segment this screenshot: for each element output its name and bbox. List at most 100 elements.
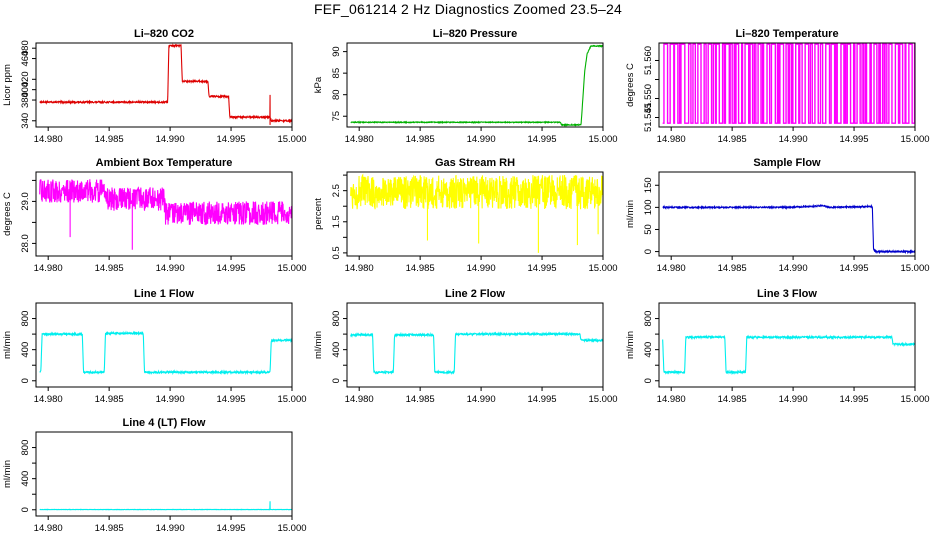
x-tick-label: 14.995 bbox=[528, 263, 557, 274]
plot-title: Ambient Box Temperature bbox=[96, 157, 233, 169]
y-tick-label: 0 bbox=[20, 507, 31, 512]
y-axis-label: kPa bbox=[313, 76, 324, 93]
y-tick-label: 2.5 bbox=[331, 184, 342, 197]
y-axis-label: ml/min bbox=[2, 331, 13, 359]
y-tick-label: 150 bbox=[643, 177, 654, 193]
x-tick-label: 14.985 bbox=[95, 394, 124, 405]
x-tick-label: 14.990 bbox=[467, 394, 496, 405]
y-axis-label: degrees C bbox=[2, 192, 13, 236]
y-axis-label: degrees C bbox=[625, 63, 636, 107]
y-tick-label: 400 bbox=[20, 342, 31, 358]
x-tick-label: 14.985 bbox=[406, 394, 435, 405]
series-line bbox=[39, 501, 292, 511]
y-tick-label: 380 bbox=[20, 92, 31, 108]
y-tick-label: 800 bbox=[20, 311, 31, 327]
y-tick-label: 400 bbox=[331, 342, 342, 358]
panel-3: Li–820 Temperature 14.980 14.985 14.990 14.9… bbox=[625, 28, 930, 145]
plot-frame bbox=[35, 171, 293, 257]
y-axis-label: percent bbox=[313, 198, 324, 230]
panel-7: Line 1 Flow 14.980 14.985 14.990 14.995 15.00… bbox=[2, 288, 307, 405]
x-tick-label: 14.980 bbox=[345, 394, 374, 405]
y-tick-label: 400 bbox=[643, 342, 654, 358]
y-axis-label: ml/min bbox=[625, 200, 636, 228]
series-line bbox=[39, 179, 292, 250]
x-tick-label: 14.980 bbox=[34, 134, 63, 145]
y-tick-label: 800 bbox=[643, 311, 654, 327]
x-tick-label: 14.980 bbox=[657, 394, 686, 405]
y-tick-label: 400 bbox=[20, 82, 31, 98]
y-tick-label: 90 bbox=[331, 46, 342, 57]
series-line bbox=[39, 43, 292, 125]
y-tick-label: 51.550 bbox=[643, 84, 654, 113]
plot-frame bbox=[658, 302, 916, 388]
y-tick-label: 50 bbox=[643, 224, 654, 235]
plot-title: Li–820 Pressure bbox=[433, 28, 517, 40]
plot-frame bbox=[346, 171, 604, 257]
panel-9: Line 3 Flow 14.980 14.985 14.990 14.995 15.00… bbox=[625, 288, 930, 405]
x-tick-label: 14.980 bbox=[345, 263, 374, 274]
plot-title: Gas Stream RH bbox=[435, 157, 515, 169]
x-tick-label: 14.985 bbox=[406, 134, 435, 145]
y-tick-label: 75 bbox=[331, 111, 342, 122]
y-tick-label: 80 bbox=[331, 89, 342, 100]
series-line bbox=[662, 203, 915, 255]
plot-title: Line 2 Flow bbox=[445, 288, 505, 300]
x-tick-label: 14.990 bbox=[156, 394, 185, 405]
x-tick-label: 14.980 bbox=[34, 394, 63, 405]
x-tick-label: 14.995 bbox=[840, 263, 869, 274]
x-tick-label: 14.995 bbox=[217, 394, 246, 405]
x-tick-label: 15.000 bbox=[900, 263, 929, 274]
plot-title: Sample Flow bbox=[753, 157, 821, 169]
x-tick-label: 14.990 bbox=[156, 263, 185, 274]
x-tick-label: 15.000 bbox=[277, 523, 306, 534]
series-line bbox=[662, 43, 915, 124]
plot-title: Line 4 (LT) Flow bbox=[123, 417, 206, 429]
x-tick-label: 14.995 bbox=[840, 134, 869, 145]
x-tick-label: 15.000 bbox=[588, 263, 617, 274]
panel-10: Line 4 (LT) Flow 14.980 14.985 14.990 14.995… bbox=[2, 417, 307, 534]
x-tick-label: 14.990 bbox=[467, 263, 496, 274]
panel-2: Li–820 Pressure 14.980 14.985 14.990 14.995 1… bbox=[313, 28, 618, 145]
y-tick-label: 800 bbox=[331, 311, 342, 327]
y-tick-label: 51.560 bbox=[643, 46, 654, 75]
x-tick-label: 14.985 bbox=[718, 134, 747, 145]
y-tick-label: 480 bbox=[20, 40, 31, 56]
x-tick-label: 14.980 bbox=[34, 263, 63, 274]
y-tick-label: 460 bbox=[20, 51, 31, 67]
x-tick-label: 14.995 bbox=[217, 263, 246, 274]
y-tick-label: 28.0 bbox=[20, 234, 31, 253]
y-axis-label: ml/min bbox=[2, 460, 13, 488]
x-tick-label: 14.990 bbox=[156, 523, 185, 534]
x-tick-label: 14.990 bbox=[467, 134, 496, 145]
x-tick-label: 14.995 bbox=[528, 394, 557, 405]
x-tick-label: 15.000 bbox=[900, 394, 929, 405]
plot-title: Li–820 Temperature bbox=[735, 28, 838, 40]
plot-frame bbox=[658, 42, 916, 128]
y-tick-label: 51.545 bbox=[643, 103, 654, 132]
x-tick-label: 15.000 bbox=[588, 134, 617, 145]
x-tick-label: 15.000 bbox=[277, 394, 306, 405]
x-tick-label: 14.985 bbox=[95, 523, 124, 534]
x-tick-label: 14.995 bbox=[840, 394, 869, 405]
y-tick-label: 100 bbox=[643, 199, 654, 215]
x-tick-label: 14.995 bbox=[528, 134, 557, 145]
x-tick-label: 14.995 bbox=[217, 134, 246, 145]
y-axis-label: Licor ppm bbox=[2, 64, 13, 106]
series-line bbox=[350, 173, 603, 253]
x-tick-label: 14.980 bbox=[657, 134, 686, 145]
x-tick-label: 14.980 bbox=[345, 134, 374, 145]
plot-frame bbox=[35, 431, 293, 517]
plot-title: Line 1 Flow bbox=[134, 288, 194, 300]
x-tick-label: 14.995 bbox=[217, 523, 246, 534]
plot-frame bbox=[346, 302, 604, 388]
plot-title: Line 3 Flow bbox=[757, 288, 817, 300]
x-tick-label: 14.985 bbox=[718, 263, 747, 274]
y-tick-label: 0 bbox=[643, 378, 654, 383]
x-tick-label: 15.000 bbox=[277, 263, 306, 274]
x-tick-label: 14.985 bbox=[95, 263, 124, 274]
x-tick-label: 15.000 bbox=[900, 134, 929, 145]
series-line bbox=[350, 331, 603, 376]
y-tick-label: 1.5 bbox=[331, 215, 342, 228]
y-tick-label: 340 bbox=[20, 113, 31, 129]
